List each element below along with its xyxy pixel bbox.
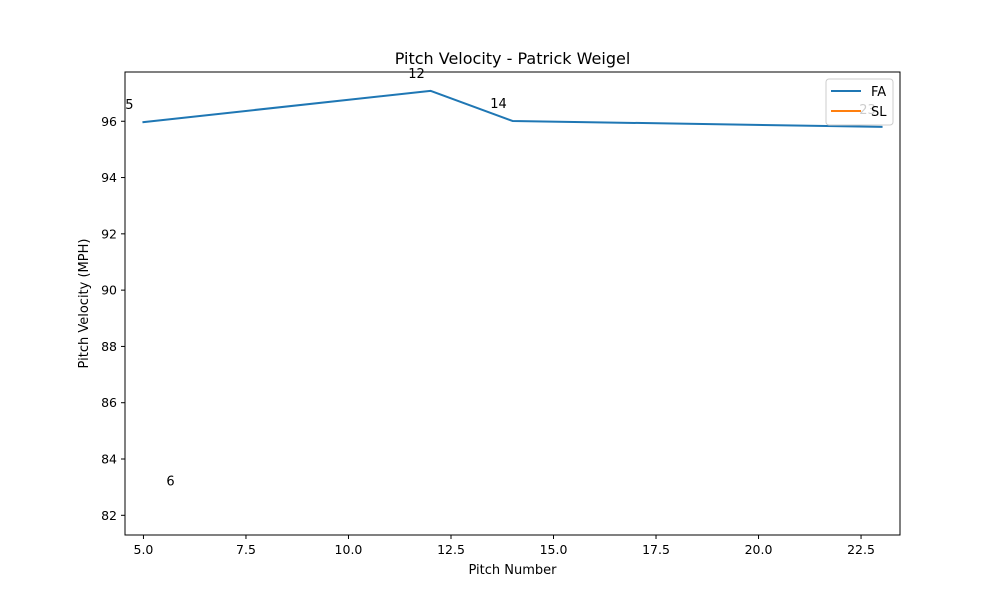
- y-tick-label: 84: [101, 452, 117, 467]
- legend: FA SL: [825, 78, 894, 126]
- y-axis-ticks: 82 84 86 88 90 92 94 96: [101, 114, 125, 523]
- plot-area: [125, 72, 900, 535]
- legend-label-fa: FA: [871, 85, 886, 100]
- x-tick-label: 17.5: [642, 542, 670, 557]
- legend-label-sl: SL: [871, 105, 887, 120]
- x-tick-label: 10.0: [335, 542, 363, 557]
- x-tick-label: 5.0: [134, 542, 154, 557]
- y-tick-label: 86: [101, 395, 117, 410]
- x-tick-label: 12.5: [437, 542, 465, 557]
- point-label: 5: [125, 98, 133, 113]
- y-tick-label: 82: [101, 508, 117, 523]
- x-tick-label: 7.5: [236, 542, 256, 557]
- point-label: 12: [408, 67, 425, 82]
- point-label: 6: [166, 474, 174, 489]
- y-axis-label: Pitch Velocity (MPH): [77, 239, 92, 369]
- x-tick-label: 15.0: [540, 542, 568, 557]
- series-line-fa: [142, 89, 883, 128]
- y-tick-label: 88: [101, 339, 117, 354]
- plot-frame: [124, 71, 901, 536]
- x-axis-ticks: 5.0 7.5 10.0 12.5 15.0 17.5 20.0 22.5: [134, 535, 875, 557]
- y-tick-label: 90: [101, 283, 117, 298]
- point-label: 14: [490, 97, 507, 112]
- y-tick-label: 92: [101, 226, 117, 241]
- x-tick-label: 20.0: [745, 542, 773, 557]
- chart-title: Pitch Velocity - Patrick Weigel: [395, 49, 631, 68]
- x-axis-label: Pitch Number: [468, 563, 557, 578]
- y-tick-label: 94: [101, 170, 117, 185]
- x-tick-label: 22.5: [847, 542, 875, 557]
- y-tick-label: 96: [101, 114, 117, 129]
